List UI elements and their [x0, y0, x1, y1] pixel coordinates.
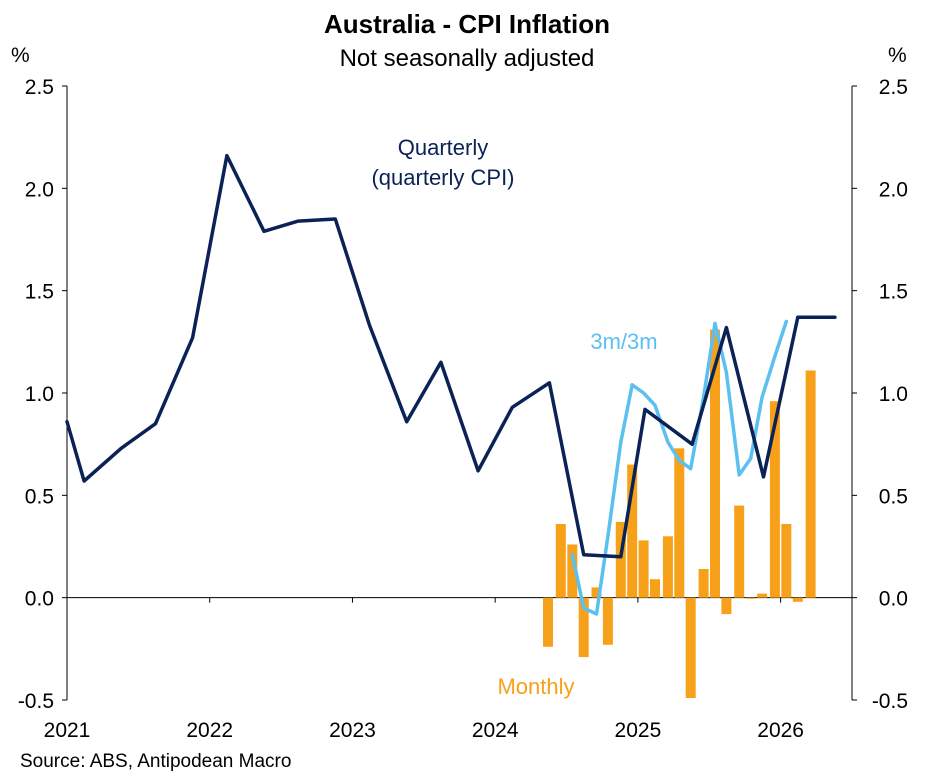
monthly-bar: [567, 544, 578, 598]
quarterly-line: [65, 153, 837, 559]
y-tick-label-right: 0.0: [879, 588, 908, 611]
monthly-bar: [745, 597, 756, 599]
x-tick-label: 2026: [757, 719, 804, 742]
chart-subtitle: Not seasonally adjusted: [340, 45, 595, 72]
monthly-bar: [591, 587, 602, 598]
y-tick-label-right: -0.5: [872, 690, 908, 713]
y-unit-left: %: [11, 44, 30, 67]
y-unit-right: %: [888, 44, 907, 67]
monthly-bar: [805, 370, 816, 598]
y-tick-label-left: -0.5: [18, 690, 54, 713]
series-lines: [65, 153, 837, 616]
monthly-bar: [555, 524, 566, 598]
y-tick-label-right: 1.0: [879, 383, 908, 406]
y-tick-label-right: 0.5: [879, 485, 908, 508]
monthly-bar: [769, 401, 780, 598]
tick-labels: 2.5 2.5 2.0 2.0 1.5 1.5 1.0 1.0 0.5 0.5 0.0 0.0 -0.5…: [18, 76, 908, 742]
monthly-bar: [602, 597, 613, 645]
y-tick-label-right: 1.5: [879, 281, 908, 304]
three-month-line: [570, 319, 789, 616]
monthly-bar: [662, 536, 673, 598]
y-tick-label-left: 1.5: [25, 281, 54, 304]
monthly-bar: [650, 579, 660, 598]
chart-title: Australia - CPI Inflation: [324, 9, 610, 39]
monthly-bar: [685, 597, 696, 698]
monthly-bar: [698, 569, 709, 598]
monthly-bar: [543, 597, 553, 647]
y-tick-label-left: 1.0: [25, 383, 54, 406]
monthly-bar: [578, 597, 589, 658]
y-tick-label-left: 2.5: [25, 76, 54, 99]
y-tick-label-left: 0.0: [25, 588, 54, 611]
annotation-monthly: Monthly: [497, 674, 574, 699]
monthly-bar: [710, 329, 720, 598]
monthly-bar: [721, 597, 732, 615]
source-note: Source: ABS, Antipodean Macro: [20, 751, 291, 772]
annotation-quarterly-sub: (quarterly CPI): [371, 165, 514, 190]
y-tick-label-right: 2.5: [879, 76, 908, 99]
x-tick-label: 2025: [615, 719, 662, 742]
monthly-bar: [627, 464, 638, 598]
monthly-bar: [757, 593, 768, 598]
monthly-bar: [615, 521, 626, 598]
y-tick-label-left: 0.5: [25, 485, 54, 508]
x-tick-label: 2023: [329, 719, 376, 742]
x-tick-label: 2024: [472, 719, 519, 742]
y-tick-label-right: 2.0: [879, 178, 908, 201]
monthly-bars: [543, 329, 816, 698]
monthly-bar: [792, 597, 803, 602]
monthly-bar: [734, 505, 745, 598]
x-tick-label: 2021: [44, 719, 91, 742]
annotation-3m3m: 3m/3m: [590, 329, 657, 354]
monthly-bar: [781, 524, 792, 598]
monthly-bar: [638, 540, 649, 598]
monthly-bar: [674, 448, 685, 598]
axes: [62, 85, 857, 701]
annotation-quarterly: Quarterly: [398, 135, 488, 160]
x-tick-label: 2022: [186, 719, 233, 742]
y-tick-label-left: 2.0: [25, 178, 54, 201]
